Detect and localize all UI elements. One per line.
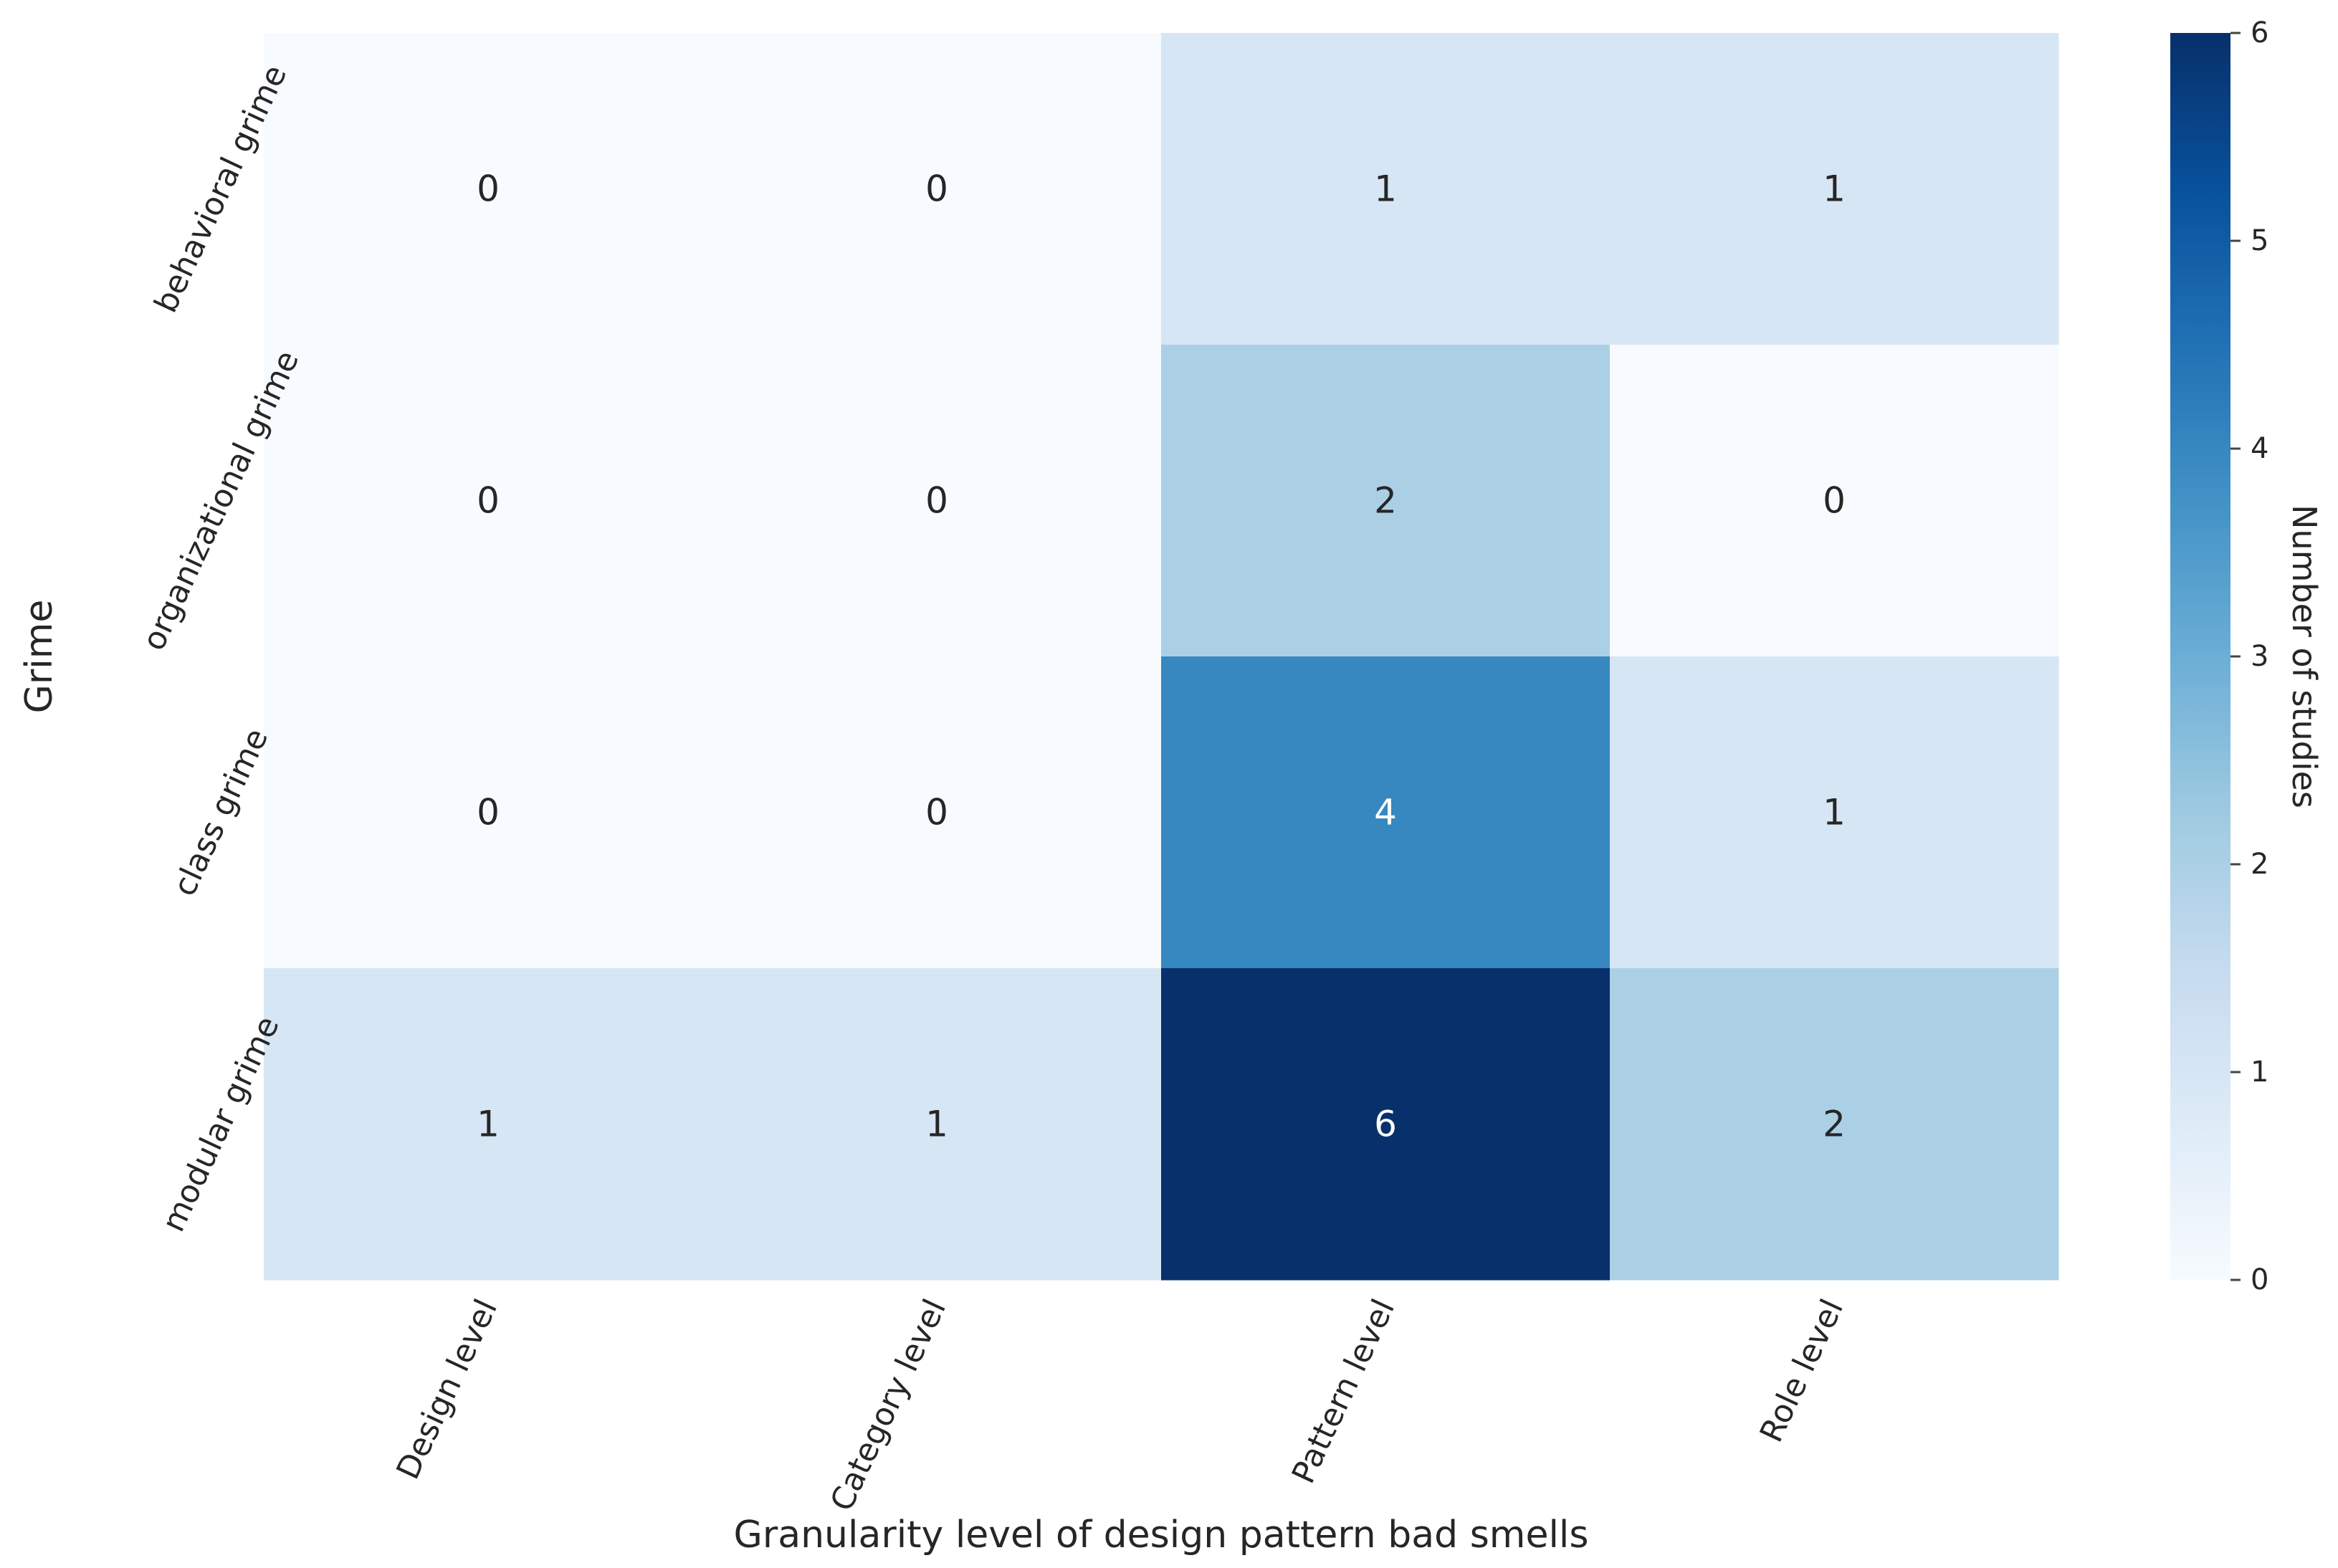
colorbar-tick-label-6: 6 bbox=[2251, 16, 2268, 49]
heatmap-cell-label-4-4: 2 bbox=[1823, 1104, 1846, 1145]
x-axis-title: Granularity level of design pattern bad … bbox=[734, 1514, 1589, 1557]
heatmap-cell-2-4 bbox=[1610, 345, 2059, 657]
y-tick-label-3: class grime bbox=[166, 723, 275, 902]
colorbar-tick-label-4: 4 bbox=[2251, 432, 2268, 465]
colorbar-tick-label-3: 3 bbox=[2251, 640, 2268, 673]
heatmap-cell-label-2-1: 0 bbox=[477, 480, 500, 522]
heatmap-cell-1-4 bbox=[1610, 33, 2059, 345]
colorbar-tick-label-0: 0 bbox=[2251, 1263, 2268, 1296]
colorbar-tick-label-1: 1 bbox=[2251, 1056, 2268, 1089]
heatmap-cell-label-3-1: 0 bbox=[477, 792, 500, 833]
heatmap-cell-3-1 bbox=[264, 656, 713, 969]
heatmap-cell-label-4-3: 6 bbox=[1374, 1104, 1397, 1145]
heatmap-cell-label-1-1: 0 bbox=[477, 168, 500, 210]
heatmap-cell-2-1 bbox=[264, 345, 713, 657]
heatmap-cell-label-3-4: 1 bbox=[1823, 792, 1846, 833]
heatmap-cell-4-2 bbox=[712, 968, 1162, 1281]
colorbar-tick-label-2: 2 bbox=[2251, 848, 2268, 881]
heatmap-cell-label-4-1: 1 bbox=[477, 1104, 500, 1145]
heatmap-cell-label-2-2: 0 bbox=[925, 480, 948, 522]
x-tick-label-4: Role level bbox=[1753, 1294, 1851, 1448]
x-tick-label-3: Pattern level bbox=[1285, 1294, 1402, 1489]
heatmap-cell-label-2-3: 2 bbox=[1374, 480, 1397, 522]
heatmap-cell-label-3-2: 0 bbox=[925, 792, 948, 833]
heatmap-cell-label-1-3: 1 bbox=[1374, 168, 1397, 210]
y-axis-title: Grime bbox=[18, 600, 61, 714]
heatmap-cell-2-2 bbox=[712, 345, 1162, 657]
heatmap-cell-label-3-3: 4 bbox=[1374, 792, 1397, 833]
heatmap-cell-3-3 bbox=[1161, 656, 1611, 969]
heatmap-cell-3-4 bbox=[1610, 656, 2059, 969]
x-axis-ticks: Design level Category level Pattern level R… bbox=[390, 1294, 1851, 1516]
heatmap-cell-4-1 bbox=[264, 968, 713, 1281]
colorbar: 0 1 2 3 4 5 6 Number of studies bbox=[2170, 16, 2324, 1296]
heatmap-cell-1-2 bbox=[712, 33, 1162, 345]
x-tick-label-2: Category level bbox=[824, 1294, 953, 1516]
heatmap-cell-label-2-4: 0 bbox=[1823, 480, 1846, 522]
heatmap-cell-label-1-4: 1 bbox=[1823, 168, 1846, 210]
heatmap-cell-label-1-2: 0 bbox=[925, 168, 948, 210]
heatmap-cell-1-1 bbox=[264, 33, 713, 345]
colorbar-gradient bbox=[2170, 33, 2230, 1280]
heatmap-cell-label-4-2: 1 bbox=[925, 1104, 948, 1145]
x-tick-label-1: Design level bbox=[390, 1294, 505, 1485]
heatmap-cell-4-3 bbox=[1161, 968, 1611, 1281]
heatmap-cell-2-3 bbox=[1161, 345, 1611, 657]
heatmap-cell-labels: 0 0 1 1 0 0 2 0 0 0 4 1 1 1 6 2 bbox=[477, 168, 1846, 1145]
heatmap-cell-1-3 bbox=[1161, 33, 1611, 345]
colorbar-ticks: 0 1 2 3 4 5 6 bbox=[2230, 16, 2268, 1296]
heatmap-cell-4-4 bbox=[1610, 968, 2059, 1281]
colorbar-title: Number of studies bbox=[2285, 505, 2324, 808]
colorbar-tick-label-5: 5 bbox=[2251, 224, 2268, 257]
heatmap-cell-3-2 bbox=[712, 656, 1162, 969]
heatmap-cells bbox=[264, 33, 2059, 1281]
